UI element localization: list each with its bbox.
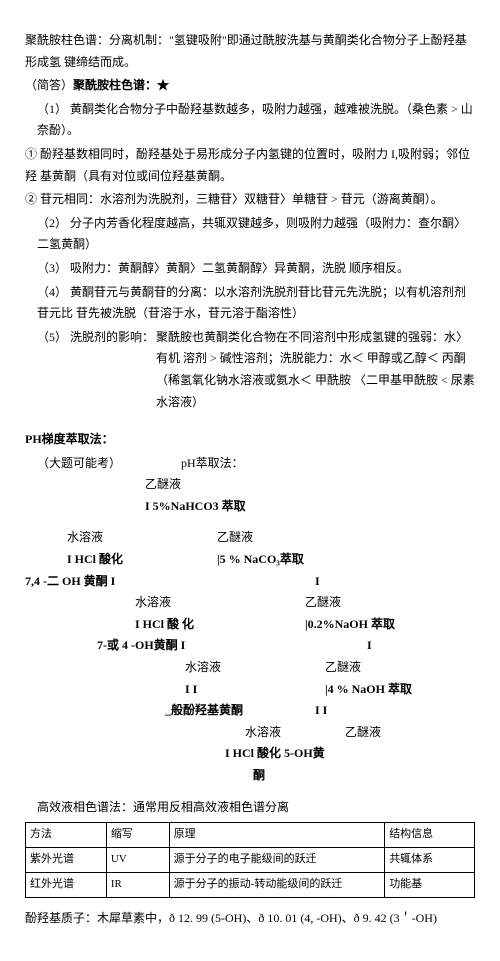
hplc-table: 方法 缩写 原理 结构信息 紫外光谱 UV 源于分子的电子能级间的跃迁 共辄体系… bbox=[25, 822, 475, 897]
ph-step5: 7-或 4 -OH黄酮 I bbox=[25, 635, 367, 657]
cell-info: 功能基 bbox=[385, 872, 475, 897]
th-abbr: 缩写 bbox=[106, 823, 169, 848]
intro-paragraph: 聚酰胺柱色谱：分离机制："氢键吸附"即通过酰胺洗基与黄酮类化合物分子上酚羟基形成… bbox=[25, 30, 475, 73]
ph-step1a: 乙醚液 bbox=[25, 474, 475, 496]
th-method: 方法 bbox=[26, 823, 107, 848]
ph-step4a-r: 乙醚液 bbox=[305, 592, 341, 614]
cell-method: 紫外光谱 bbox=[26, 847, 107, 872]
ph-step2b-row: I HCl 酸化 |5 % NaCO₃萃取 bbox=[25, 549, 475, 571]
ph-method-label: pH萃取法： bbox=[121, 453, 244, 475]
ph-step7b-row: 水溶液 乙醚液 bbox=[25, 722, 475, 744]
ph-step7d: 酮 bbox=[25, 765, 475, 787]
hplc-title: 高效液相色谱法：通常用反相高效液相色谱分离 bbox=[25, 797, 475, 819]
simple-answer-label: （简答） bbox=[25, 78, 73, 92]
footer-text: 酚羟基质子：木犀草素中，ð 12. 99 (5-OH)、ð 10. 01 (4,… bbox=[25, 908, 475, 930]
table-header-row: 方法 缩写 原理 结构信息 bbox=[26, 823, 475, 848]
ph-sub-row: （大题可能考） pH萃取法： bbox=[25, 453, 475, 475]
th-principle: 原理 bbox=[169, 823, 385, 848]
ph-step7a-row: _般酚羟基黄酮 I I bbox=[25, 700, 475, 722]
ph-step6b-r: |4 % NaOH 萃取 bbox=[325, 679, 412, 701]
ph-step7a-r: I I bbox=[315, 700, 327, 722]
ph-step3-row: 7,4 -二 OH 黄酮 I I bbox=[25, 571, 475, 593]
ph-step4a-l: 水溶液 bbox=[25, 592, 305, 614]
ph-step4b-l: I HCl 酸 化 bbox=[25, 614, 305, 636]
ph-step2-row: 水溶液 乙醚液 bbox=[25, 527, 475, 549]
ph-step3: 7,4 -二 OH 黄酮 I bbox=[25, 571, 315, 593]
ph-step6b-row: I I |4 % NaOH 萃取 bbox=[25, 679, 475, 701]
cell-info: 共辄体系 bbox=[385, 847, 475, 872]
point-1: （1） 黄酮类化合物分子中酚羟基数越多，吸附力越强，越难被洗脱。（桑色素 > 山… bbox=[25, 99, 475, 142]
ph-step2b-l: I HCl 酸化 bbox=[25, 549, 217, 571]
ph-step4a-row: 水溶液 乙醚液 bbox=[25, 592, 475, 614]
ph-step6a-row: 水溶液 乙醚液 bbox=[25, 657, 475, 679]
ph-title: PH梯度萃取法： bbox=[25, 429, 475, 451]
point-5-body: 聚酰胺也黄酮类化合物在不同溶剂中形成氢键的强弱：水〉有机 溶剂 > 碱性溶剂；洗… bbox=[154, 327, 475, 413]
ph-step4b-row: I HCl 酸 化 |0.2%NaOH 萃取 bbox=[25, 614, 475, 636]
circled-2: ② 苷元相同：水溶剂为洗脱剂，三糖苷〉双糖苷〉单糖苷 > 苷元（游离黄酮）。 bbox=[25, 189, 475, 211]
point-2: （2） 分子内芳香化程度越高，共辄双键越多，则吸附力越强（吸附力：查尔酮〉二氢黄… bbox=[25, 213, 475, 256]
ph-step2a-l: 水溶液 bbox=[25, 527, 217, 549]
cell-method: 红外光谱 bbox=[26, 872, 107, 897]
ph-step6a-r: 乙醚液 bbox=[325, 657, 361, 679]
cell-principle: 源于分子的振动-转动能级间的跃迁 bbox=[169, 872, 385, 897]
point-5-label: （5） 洗脱剂的影响： bbox=[37, 327, 154, 413]
ph-step6b-l: I I bbox=[25, 679, 325, 701]
ph-subtitle: （大题可能考） bbox=[25, 453, 121, 475]
table-row: 紫外光谱 UV 源于分子的电子能级间的跃迁 共辄体系 bbox=[26, 847, 475, 872]
ph-step1b: I 5%NaHCO3 萃取 bbox=[25, 496, 475, 518]
ph-step2b-r: |5 % NaCO₃萃取 bbox=[217, 549, 304, 571]
ph-step7c: I HCl 酸化 5-OH黄 bbox=[25, 743, 475, 765]
ph-step7b-r: 乙醚液 bbox=[345, 722, 381, 744]
circled-1: ① 酚羟基数相同时，酚羟基处于易形成分子内氢键的位置时，吸附力 I,吸附弱；邻位… bbox=[25, 144, 475, 187]
ph-step7b-l: 水溶液 bbox=[25, 722, 345, 744]
point-3: （3） 吸附力：黄酮醇〉黄酮〉二氢黄酮醇〉异黄酮，洗脱 顺序相反。 bbox=[25, 258, 475, 280]
ph-step4b-r: |0.2%NaOH 萃取 bbox=[305, 614, 395, 636]
th-info: 结构信息 bbox=[385, 823, 475, 848]
ph-step2a-r: 乙醚液 bbox=[217, 527, 253, 549]
cell-abbr: UV bbox=[106, 847, 169, 872]
simple-answer-line: （简答）聚酰胺柱色谱：★ bbox=[25, 75, 475, 97]
point-5: （5） 洗脱剂的影响： 聚酰胺也黄酮类化合物在不同溶剂中形成氢键的强弱：水〉有机… bbox=[25, 327, 475, 413]
ph-step6a-l: 水溶液 bbox=[25, 657, 325, 679]
point-4: （4） 黄酮苷元与黄酮苷的分离：以水溶剂洗脱剂苷比苷元先洗脱；以有机溶剂剂苷元比… bbox=[25, 282, 475, 325]
polyamide-title: 聚酰胺柱色谱：★ bbox=[73, 78, 169, 92]
table-row: 红外光谱 IR 源于分子的振动-转动能级间的跃迁 功能基 bbox=[26, 872, 475, 897]
cell-principle: 源于分子的电子能级间的跃迁 bbox=[169, 847, 385, 872]
ph-step5-row: 7-或 4 -OH黄酮 I I bbox=[25, 635, 475, 657]
cell-abbr: IR bbox=[106, 872, 169, 897]
ph-step5-r: I bbox=[367, 635, 372, 657]
ph-step3-r: I bbox=[315, 571, 320, 593]
ph-step7a: _般酚羟基黄酮 bbox=[25, 700, 315, 722]
